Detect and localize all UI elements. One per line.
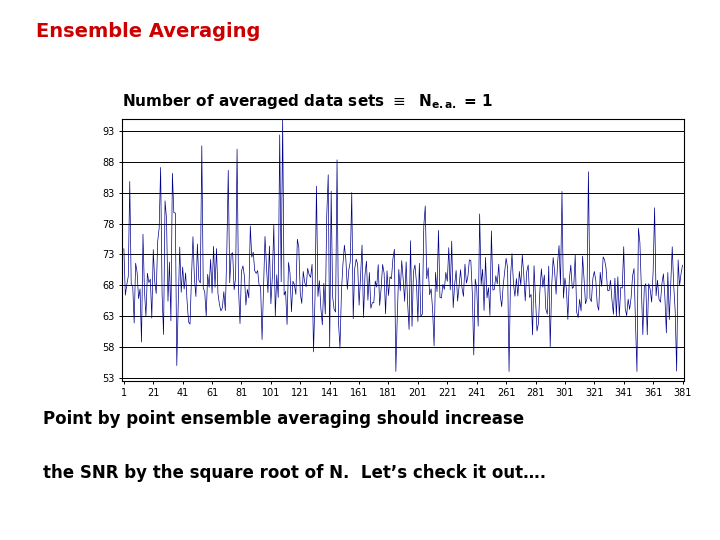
Text: Point by point ensemble averaging should increase: Point by point ensemble averaging should…	[43, 410, 524, 428]
Text: the SNR by the square root of N.  Let’s check it out….: the SNR by the square root of N. Let’s c…	[43, 464, 546, 482]
Text: Number of averaged data sets $\equiv$  $\mathbf{N}_{\mathbf{e.a.}}$ = 1: Number of averaged data sets $\equiv$ $\…	[122, 92, 494, 111]
Text: Ensemble Averaging: Ensemble Averaging	[36, 22, 261, 40]
